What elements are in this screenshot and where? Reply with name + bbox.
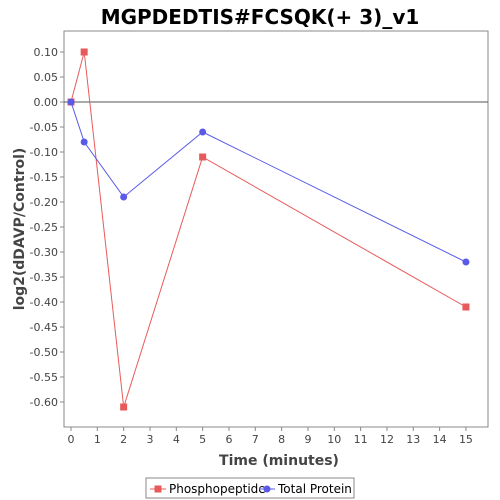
x-tick-label: 15 [459, 433, 473, 446]
y-tick-label: 0.00 [34, 96, 59, 109]
y-tick-label: -0.35 [30, 271, 58, 284]
y-axis-label: log2(dDAVP/Control) [12, 148, 28, 311]
x-tick-label: 2 [120, 433, 127, 446]
phosphopeptide-point [462, 303, 470, 311]
phosphopeptide-legend-marker [154, 485, 162, 493]
x-tick-label: 7 [252, 433, 259, 446]
x-tick-label: 9 [304, 433, 311, 446]
y-tick-label: -0.10 [30, 146, 58, 159]
x-axis-label: Time (minutes) [219, 453, 339, 469]
plot-area [63, 30, 489, 428]
phosphopeptide-legend-label: Phosphopeptide [169, 482, 266, 496]
x-tick-label: 12 [380, 433, 394, 446]
y-tick-label: -0.30 [30, 246, 58, 259]
y-axis: 0.10 0.05 0.00 -0.05 -0.10 -0.15 -0.20 -0.25 -0.… [30, 46, 64, 409]
x-tick-label: 1 [94, 433, 101, 446]
x-tick-label: 11 [354, 433, 368, 446]
x-tick-label: 10 [327, 433, 341, 446]
x-tick-label: 14 [433, 433, 447, 446]
series-layer [67, 48, 470, 411]
total-protein-legend-label: Total Protein [277, 482, 352, 496]
total-protein-legend-marker [263, 485, 271, 493]
legend: Phosphopeptide Total Protein [145, 477, 355, 499]
x-tick-label: 4 [173, 433, 180, 446]
total-protein-point [67, 98, 75, 106]
x-tick-label: 13 [406, 433, 420, 446]
y-tick-label: -0.15 [30, 171, 58, 184]
total-protein-point [120, 193, 128, 201]
y-tick-label: -0.55 [30, 371, 58, 384]
y-tick-label: -0.45 [30, 321, 58, 334]
legend-box [145, 477, 355, 499]
total-protein-point [462, 258, 470, 266]
phosphopeptide-point [80, 48, 88, 56]
x-tick-label: 5 [199, 433, 206, 446]
y-tick-label: -0.25 [30, 221, 58, 234]
y-tick-label: -0.20 [30, 196, 58, 209]
x-tick-label: 0 [68, 433, 75, 446]
total-protein-point [199, 128, 207, 136]
x-tick-label: 6 [225, 433, 232, 446]
phosphopeptide-point [199, 153, 207, 161]
y-tick-label: 0.10 [34, 46, 59, 59]
phosphopeptide-point [120, 403, 128, 411]
y-tick-label: -0.05 [30, 121, 58, 134]
chart-title: MGPDEDTIS#FCSQK(+ 3)_v1 [101, 5, 420, 29]
y-tick-label: -0.50 [30, 346, 58, 359]
x-tick-label: 8 [278, 433, 285, 446]
y-tick-label: -0.60 [30, 396, 58, 409]
y-tick-label: -0.40 [30, 296, 58, 309]
total-protein-point [80, 138, 88, 146]
y-tick-label: 0.05 [34, 71, 59, 84]
x-tick-label: 3 [146, 433, 153, 446]
x-axis: 0 1 2 3 4 5 6 7 8 9 10 11 12 13 14 15 [68, 427, 473, 446]
